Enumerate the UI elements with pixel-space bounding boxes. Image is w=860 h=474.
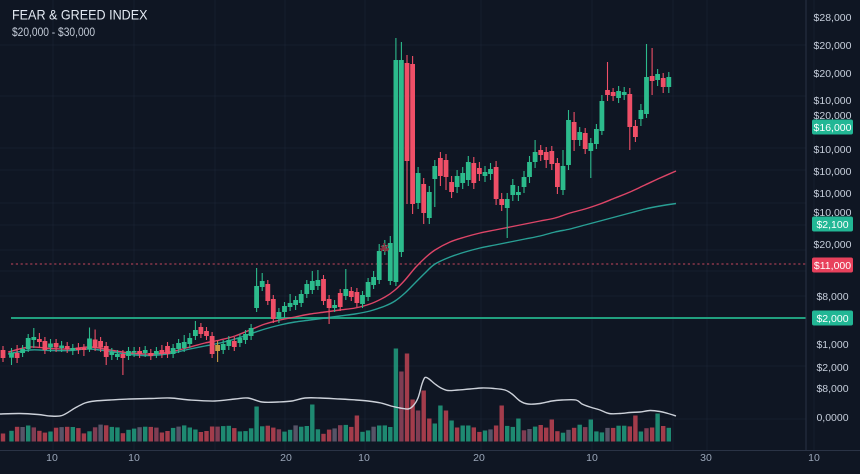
svg-text:$10,000: $10,000 bbox=[814, 207, 852, 219]
svg-text:$10,000: $10,000 bbox=[814, 166, 852, 178]
svg-text:$11,000: $11,000 bbox=[814, 260, 851, 272]
svg-text:20: 20 bbox=[473, 452, 485, 464]
svg-text:$2,100: $2,100 bbox=[816, 219, 848, 231]
svg-text:30: 30 bbox=[700, 452, 712, 464]
svg-text:$20,000 - $30,000: $20,000 - $30,000 bbox=[12, 27, 95, 39]
svg-text:$10,000: $10,000 bbox=[814, 95, 852, 107]
svg-text:10: 10 bbox=[808, 452, 820, 464]
svg-text:$2,000: $2,000 bbox=[816, 362, 848, 374]
svg-text:$20,000: $20,000 bbox=[814, 110, 852, 122]
svg-text:FEAR & GREED INDEX: FEAR & GREED INDEX bbox=[12, 7, 148, 23]
svg-text:$20,000: $20,000 bbox=[814, 68, 852, 80]
svg-text:$1,000: $1,000 bbox=[816, 339, 848, 351]
svg-text:0,0000: 0,0000 bbox=[816, 412, 848, 424]
svg-text:$10,000: $10,000 bbox=[814, 188, 852, 200]
svg-text:$8,000: $8,000 bbox=[816, 383, 848, 395]
svg-text:$8,000: $8,000 bbox=[816, 291, 848, 303]
svg-text:$10,000: $10,000 bbox=[814, 144, 852, 156]
svg-text:$16,000: $16,000 bbox=[814, 122, 852, 134]
svg-text:$2,000: $2,000 bbox=[816, 313, 848, 325]
svg-text:10: 10 bbox=[358, 452, 370, 464]
svg-text:$20,000: $20,000 bbox=[814, 239, 852, 251]
svg-text:$28,000: $28,000 bbox=[814, 12, 852, 24]
svg-text:$20,000: $20,000 bbox=[814, 40, 852, 52]
svg-text:10: 10 bbox=[128, 452, 140, 464]
svg-text:10: 10 bbox=[586, 452, 598, 464]
svg-text:20: 20 bbox=[280, 452, 292, 464]
svg-text:10: 10 bbox=[46, 452, 58, 464]
